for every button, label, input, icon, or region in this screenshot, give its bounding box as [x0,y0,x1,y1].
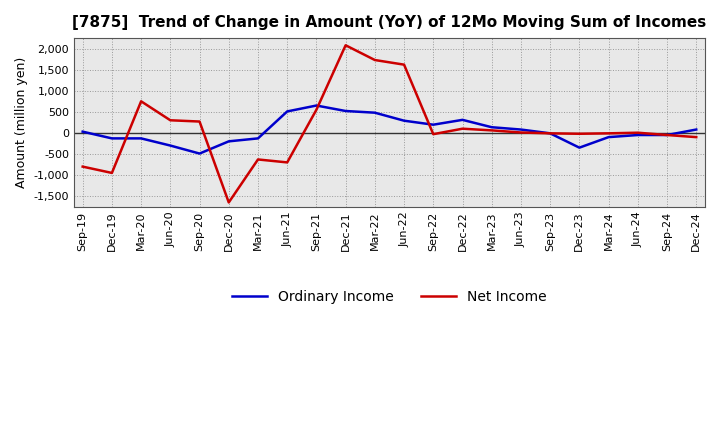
Ordinary Income [517,127,526,132]
Net Income [78,164,87,169]
Net Income [517,130,526,135]
Net Income [371,57,379,62]
Net Income [312,107,320,112]
Line: Ordinary Income: Ordinary Income [83,106,696,154]
Ordinary Income [400,118,408,123]
Ordinary Income [195,151,204,156]
Net Income [634,130,642,136]
Ordinary Income [166,143,175,148]
Net Income [107,170,116,176]
Net Income [575,131,584,136]
Ordinary Income [78,129,87,134]
Net Income [400,62,408,67]
Ordinary Income [429,122,438,127]
Ordinary Income [634,132,642,138]
Net Income [166,117,175,123]
Ordinary Income [458,117,467,122]
Ordinary Income [283,109,292,114]
Net Income [225,200,233,205]
Ordinary Income [225,139,233,144]
Ordinary Income [692,127,701,132]
Ordinary Income [662,132,671,138]
Net Income [458,126,467,131]
Net Income [137,99,145,104]
Net Income [195,119,204,124]
Ordinary Income [341,108,350,114]
Ordinary Income [371,110,379,115]
Ordinary Income [487,125,496,130]
Net Income [283,160,292,165]
Y-axis label: Amount (million yen): Amount (million yen) [15,57,28,188]
Net Income [487,128,496,133]
Ordinary Income [575,145,584,150]
Legend: Ordinary Income, Net Income: Ordinary Income, Net Income [227,284,552,309]
Net Income [341,43,350,48]
Net Income [546,131,554,136]
Net Income [692,135,701,140]
Ordinary Income [546,131,554,136]
Title: [7875]  Trend of Change in Amount (YoY) of 12Mo Moving Sum of Incomes: [7875] Trend of Change in Amount (YoY) o… [72,15,706,30]
Net Income [253,157,262,162]
Ordinary Income [312,103,320,108]
Ordinary Income [107,136,116,141]
Net Income [604,131,613,136]
Net Income [662,132,671,138]
Ordinary Income [137,136,145,141]
Line: Net Income: Net Income [83,45,696,202]
Ordinary Income [604,135,613,140]
Ordinary Income [253,136,262,141]
Net Income [429,132,438,137]
